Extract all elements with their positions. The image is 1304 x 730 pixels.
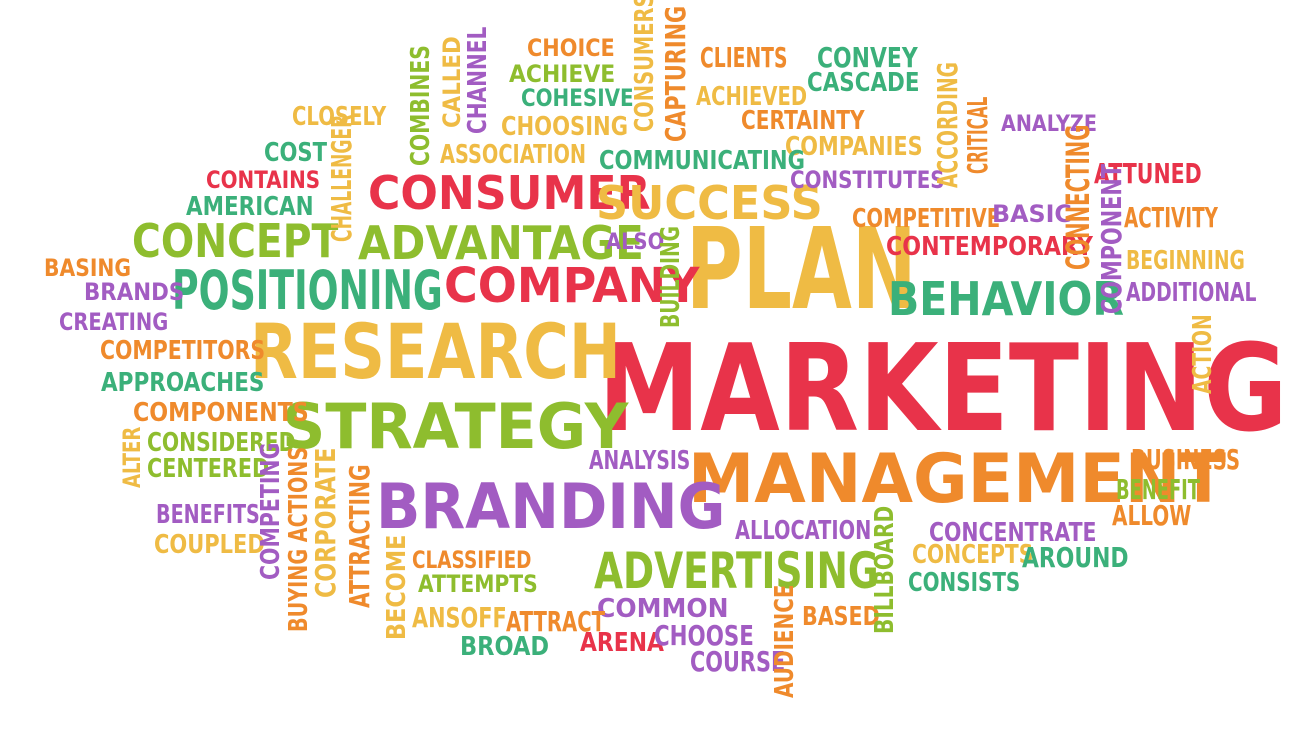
word-positioning: POSITIONING: [172, 259, 443, 322]
word-combines: COMBINES: [406, 45, 436, 166]
word-benefit: BENEFIT: [1116, 473, 1200, 506]
word-benefits: BENEFITS: [156, 500, 260, 530]
word-critical: CRITICAL: [961, 96, 994, 174]
word-billboard: BILLBOARD: [870, 505, 900, 634]
word-components: COMPONENTS: [133, 398, 309, 428]
word-course: COURSE: [690, 645, 786, 678]
word-centered: CENTERED: [147, 454, 270, 484]
word-around: AROUND: [1022, 541, 1129, 574]
word-building: BUILDING: [656, 225, 686, 328]
word-analyze: ANALYZE: [1001, 112, 1097, 137]
word-contemporary: CONTEMPORARY: [886, 232, 1093, 262]
word-alter: ALTER: [118, 426, 146, 488]
word-behavior: BEHAVIOR: [888, 272, 1125, 326]
word-contains: CONTAINS: [206, 166, 321, 194]
word-allocation: ALLOCATION: [735, 516, 872, 546]
word-component: COMPONENT: [1095, 163, 1128, 314]
word-choosing: CHOOSING: [501, 112, 629, 142]
word-audience: AUDIENCE: [770, 584, 800, 698]
word-brands: BRANDS: [84, 278, 185, 306]
word-marketing: MARKETING: [598, 320, 1288, 459]
word-cascade: CASCADE: [807, 68, 920, 98]
word-action: ACTION: [1188, 314, 1218, 394]
word-attracting: ATTRACTING: [343, 464, 376, 608]
word-association: ASSOCIATION: [440, 140, 587, 170]
word-companies: COMPANIES: [785, 132, 923, 162]
word-choose: CHOOSE: [654, 619, 754, 652]
word-basic: BASIC: [992, 200, 1072, 228]
word-concentrate: CONCENTRATE: [929, 518, 1097, 548]
word-classified: CLASSIFIED: [412, 546, 532, 574]
word-consumer: CONSUMER: [368, 166, 651, 220]
word-activity: ACTIVITY: [1124, 201, 1218, 234]
word-competitive: COMPETITIVE: [852, 204, 1001, 234]
word-consumers: CONSUMERS: [630, 0, 660, 133]
word-cohesive: COHESIVE: [521, 84, 634, 112]
word-become: BECOME: [382, 534, 412, 640]
word-success: SUCCESS: [596, 176, 823, 230]
word-strategy: STRATEGY: [282, 390, 629, 463]
word-plan: PLAN: [686, 205, 917, 335]
word-business: BUSINESS: [1131, 443, 1241, 476]
word-additional: ADDITIONAL: [1126, 278, 1257, 308]
word-common: COMMON: [597, 594, 729, 624]
word-connecting: CONNECTING: [1059, 124, 1097, 270]
word-approaches: APPROACHES: [101, 368, 265, 398]
word-challenger: CHALLENGER: [325, 114, 358, 242]
word-attuned: ATTUNED: [1094, 157, 1202, 190]
word-clients: CLIENTS: [700, 41, 788, 74]
word-consists: CONSISTS: [908, 568, 1021, 598]
word-capturing: CAPTURING: [659, 5, 692, 143]
word-management: MANAGEMENT: [688, 440, 1226, 519]
word-research: RESEARCH: [250, 307, 621, 396]
word-also: ALSO: [606, 230, 665, 255]
word-cost: COST: [264, 138, 328, 168]
word-corporate: CORPORATE: [309, 447, 342, 598]
word-considered: CONSIDERED: [147, 428, 296, 458]
word-based: BASED: [802, 602, 880, 632]
word-allow: ALLOW: [1112, 499, 1192, 532]
word-branding: BRANDING: [376, 470, 726, 543]
word-analysis: ANALYSIS: [589, 446, 691, 476]
word-creating: CREATING: [59, 308, 169, 336]
word-concepts: CONCEPTS: [912, 540, 1034, 570]
word-attempts: ATTEMPTS: [418, 570, 538, 598]
word-attract: ATTRACT: [506, 605, 606, 638]
word-basing: BASING: [44, 254, 132, 282]
word-convey: CONVEY: [817, 41, 918, 74]
word-arena: ARENA: [580, 628, 664, 658]
word-concept: CONCEPT: [132, 214, 339, 268]
word-advertising: ADVERTISING: [594, 542, 879, 600]
word-achieve: ACHIEVE: [509, 60, 616, 88]
word-american: AMERICAN: [186, 192, 314, 222]
word-competitors: COMPETITORS: [100, 336, 266, 366]
word-communicating: COMMUNICATING: [599, 146, 805, 176]
word-channel: CHANNEL: [463, 26, 493, 135]
word-company: COMPANY: [444, 258, 700, 314]
word-achieved: ACHIEVED: [696, 82, 808, 112]
word-advantage: ADVANTAGE: [358, 216, 644, 270]
word-choice: CHOICE: [527, 34, 615, 62]
word-broad: BROAD: [460, 632, 550, 662]
word-ansoff: ANSOFF: [412, 601, 507, 634]
word-beginning: BEGINNING: [1126, 246, 1245, 276]
word-competing: COMPETING: [256, 442, 286, 580]
word-constitutes: CONSTITUTES: [790, 166, 945, 194]
word-closely: CLOSELY: [292, 102, 387, 132]
word-according: ACCORDING: [931, 61, 964, 189]
word-certainty: CERTAINTY: [741, 106, 865, 136]
word-called: CALLED: [438, 36, 466, 128]
word-coupled: COUPLED: [154, 530, 265, 560]
